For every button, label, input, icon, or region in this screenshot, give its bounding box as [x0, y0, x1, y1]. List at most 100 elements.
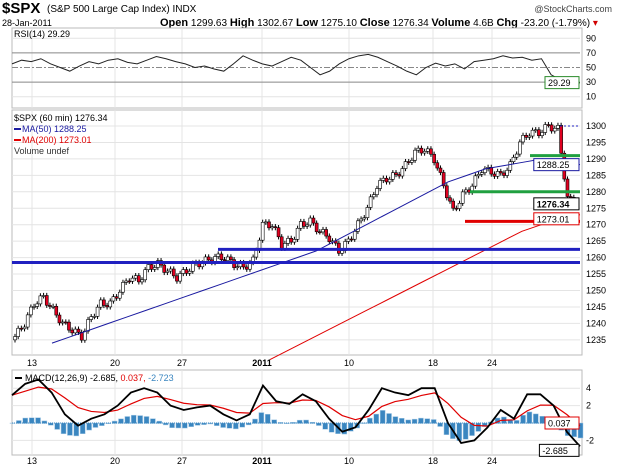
price-bar-body: [95, 306, 100, 317]
price-bar-body: [105, 305, 109, 308]
rsi-tick-label: 30: [586, 77, 596, 87]
macd-histogram-bar: [533, 413, 539, 424]
macd-histogram-bar: [322, 422, 328, 430]
price-bar-body: [445, 185, 449, 199]
price-bar-body: [368, 196, 373, 208]
price-bar-body: [419, 147, 424, 154]
price-bar-body: [514, 153, 519, 158]
price-bar-body: [362, 217, 367, 220]
macd-last-label-box: [538, 443, 580, 457]
date-tick-label-bottom: 27: [177, 456, 187, 466]
date-tick-label-bottom: 24: [487, 456, 497, 466]
chg-value: -23.20 (-1.79%): [520, 18, 591, 29]
price-bar-body: [365, 207, 370, 218]
price-bar-body: [222, 259, 227, 261]
macd-histogram-bar: [156, 420, 163, 424]
price-bar-body: [133, 275, 138, 279]
price-bar-body: [86, 319, 90, 332]
price-bar-body: [54, 305, 59, 316]
price-legend: $SPX (60 min) 1276.34: [14, 113, 108, 123]
price-bar-body: [565, 178, 570, 197]
price-bar-body: [108, 300, 113, 308]
price-bar-body: [406, 161, 411, 163]
rsi-last-label: 29.29: [548, 78, 571, 88]
price-bar-body: [111, 296, 116, 302]
macd-histogram-bar: [290, 422, 297, 424]
price-bar-body: [511, 156, 516, 162]
macd-signal-last-label: 0.037: [548, 419, 571, 429]
watermark: @StockCharts.com: [534, 4, 612, 14]
price-bar-body: [89, 316, 94, 320]
price-bar-body: [518, 141, 522, 155]
price-tick-label: 1300: [586, 121, 606, 131]
price-bar-body: [73, 328, 78, 334]
price-bar-body: [60, 321, 65, 324]
price-bar-body: [57, 314, 62, 324]
price-tick-label: 1270: [586, 220, 606, 230]
macd-last-label: -2.685: [542, 446, 568, 456]
price-bar-body: [340, 250, 344, 254]
macd-histogram-bar: [462, 422, 469, 440]
price-bar-body: [346, 238, 351, 242]
macd-histogram-bar: [220, 422, 226, 428]
price-bar-body: [225, 256, 230, 261]
macd-histogram-bar: [175, 422, 182, 429]
price-bar-body: [381, 177, 386, 181]
price-bar-body: [229, 256, 233, 260]
price-bar-body: [505, 169, 509, 176]
macd-histogram-bar: [392, 416, 399, 424]
macd-histogram-bar: [577, 422, 584, 439]
price-bar-body: [473, 175, 478, 187]
volume-legend: Volume undef: [14, 146, 70, 156]
price-bar-body: [273, 226, 278, 228]
price-bar-body: [546, 124, 551, 126]
price-bar-body: [16, 327, 20, 337]
date-tick-label: 27: [177, 358, 187, 368]
macd-histogram-bar: [520, 414, 526, 424]
macd-histogram-bar: [201, 422, 207, 425]
price-bar-body: [324, 229, 328, 237]
rsi-tick-label: 90: [586, 33, 596, 43]
price-bar-body: [143, 269, 147, 281]
price-bar-body: [41, 295, 46, 297]
price-bar-body: [302, 221, 306, 227]
macd-tick-label: -2: [586, 435, 594, 445]
price-bar-body: [32, 306, 36, 308]
price-bar-body: [254, 250, 259, 258]
close-last-label: 1276.34: [537, 199, 570, 209]
rsi-legend: RSI(14) 29.29: [14, 29, 70, 39]
price-bar-body: [476, 174, 481, 177]
price-bar-body: [422, 150, 427, 154]
price-bar-body: [22, 326, 27, 330]
price-bar-body: [429, 148, 433, 155]
rsi-tick-label: 10: [586, 92, 596, 102]
macd-histogram-bar: [194, 422, 201, 426]
rsi-line: [11, 53, 581, 84]
index-name: (S&P 500 Large Cap Index): [47, 4, 170, 15]
ma50-last-label: 1288.25: [537, 160, 570, 170]
macd-histogram-bar: [367, 417, 373, 424]
price-bar-body: [244, 266, 249, 270]
price-bar-body: [162, 264, 167, 273]
price-tick-label: 1250: [586, 286, 606, 296]
price-bar-body: [356, 220, 360, 232]
price-bar-body: [492, 173, 497, 177]
price-bar-body: [540, 132, 544, 136]
macd-histogram-bar: [99, 422, 105, 426]
price-bar-body: [149, 264, 154, 270]
macd-histogram-bar: [137, 415, 143, 424]
price-bar-body: [552, 127, 557, 132]
price-bar-body: [124, 280, 128, 283]
price-bar-body: [502, 172, 506, 176]
macd-legend: MACD(12,26,9) -2.685, 0.037, -2.723: [25, 373, 174, 383]
macd-histogram-bar: [86, 422, 92, 431]
rsi-tick-label: 70: [586, 48, 596, 58]
price-bar-body: [219, 253, 224, 260]
price-bar-body: [178, 273, 182, 282]
price-bar-body: [537, 129, 541, 136]
date-tick-label: 18: [428, 358, 438, 368]
price-tick-label: 1255: [586, 269, 606, 279]
symbol: $SPX: [2, 0, 41, 17]
price-bar-body: [311, 217, 316, 224]
